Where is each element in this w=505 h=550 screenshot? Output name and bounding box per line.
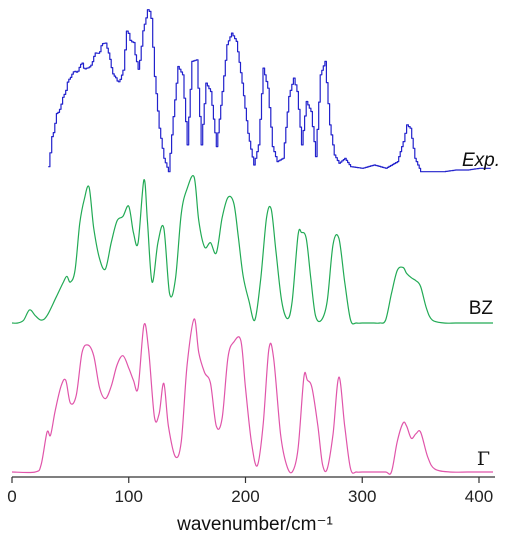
- exp-series-label: Exp.: [462, 150, 500, 171]
- x-axis: 0 100 200 300 400: [7, 476, 495, 506]
- series-labels: Exp. BZ Γ: [462, 150, 500, 470]
- x-tick-label: 200: [231, 487, 259, 506]
- bz-spectrum-line: [11, 175, 493, 325]
- bz-series-label: BZ: [469, 298, 494, 319]
- x-tick-label: 400: [465, 487, 493, 506]
- x-tick-label: 100: [115, 487, 143, 506]
- series-layer: [11, 9, 493, 475]
- gamma-spectrum-line: [11, 318, 493, 475]
- x-tick-label: 300: [348, 487, 376, 506]
- exp-spectrum-line: [48, 9, 491, 173]
- gamma-series-label: Γ: [477, 448, 490, 470]
- x-tick-label: 0: [7, 487, 16, 506]
- x-axis-title: wavenumber/cm⁻¹: [176, 514, 333, 535]
